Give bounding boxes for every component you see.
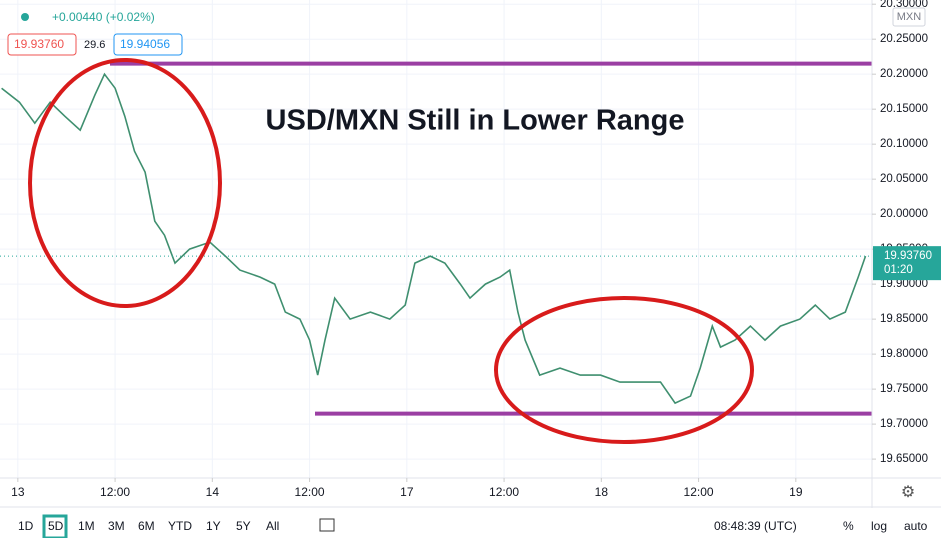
range-active (42, 514, 68, 538)
y-tick-label: 19.80000 (880, 348, 928, 360)
scale-option[interactable]: log (871, 519, 887, 533)
range-button[interactable]: All (266, 519, 279, 533)
y-tick-label: 19.70000 (880, 418, 928, 430)
x-tick-label: 12:00 (489, 485, 519, 499)
y-tick-label: 19.75000 (880, 383, 928, 395)
ask: 19.94056 (120, 37, 170, 51)
clock: 08:48:39 (UTC) (714, 519, 797, 533)
range-button[interactable]: YTD (168, 519, 192, 533)
plot (0, 72, 872, 405)
scale-option[interactable]: auto (904, 519, 928, 533)
range-button[interactable]: 1D (18, 519, 34, 533)
ask-box (113, 33, 183, 56)
range-button[interactable]: 1M (78, 519, 95, 533)
y-tick-label: 20.20000 (880, 68, 928, 80)
status-dot (21, 13, 29, 21)
x-tick-label: 17 (400, 485, 414, 499)
x-tick-label: 13 (11, 485, 25, 499)
highlight-ellipse (28, 58, 222, 308)
toolbar: 1D 5D 1M 3M 6M YTD 1Y 5Y All 08:48:39 (UTC)% log au… (18, 514, 928, 538)
spread: 29.6 (84, 39, 105, 51)
last-price: 19.93760 (884, 250, 932, 262)
y-tick-label: 19.90000 (880, 278, 928, 290)
grid (0, 0, 872, 478)
last-price-box (873, 246, 941, 281)
chart-title: USD/MXN Still in Lower Range (266, 105, 685, 137)
y-tick-label: 20.25000 (880, 33, 928, 45)
x-tick-label: 18 (595, 485, 609, 499)
y-tick-label: 20.15000 (880, 103, 928, 115)
countdown: 01:20 (884, 264, 913, 276)
y-tick-label: 19.65000 (880, 453, 928, 465)
x-tick-label: 19 (789, 485, 803, 499)
currency-badge (892, 7, 926, 27)
y-tick-label: 20.10000 (880, 138, 928, 150)
scale-option[interactable]: % (843, 519, 854, 533)
x-tick-label: 14 (206, 485, 220, 499)
annotations (110, 61, 872, 416)
currency: MXN (897, 11, 922, 23)
bid-box (7, 33, 77, 56)
axes: 20.30000 20.25000 20.20000 20.15000 20.10000… (11, 0, 941, 499)
x-tick-label: 12:00 (684, 485, 714, 499)
x-tick-label: 12:00 (295, 485, 325, 499)
range-button[interactable]: 1Y (206, 519, 221, 533)
x-tick-label: 12:00 (100, 485, 130, 499)
range-button[interactable]: 5D (48, 519, 64, 533)
change: +0.00440 (+0.02%) (52, 10, 155, 24)
y-tick-label: 20.05000 (880, 173, 928, 185)
y-tick-label: 19.85000 (880, 313, 928, 325)
price-line (1, 72, 867, 405)
bid: 19.93760 (14, 37, 64, 51)
range-button[interactable]: 3M (108, 519, 125, 533)
settings-icon[interactable]: ⚙ (901, 484, 915, 501)
range-button[interactable]: 6M (138, 519, 155, 533)
highlight-ellipse (494, 296, 754, 444)
y-tick-label: 20.00000 (880, 208, 928, 220)
range-button[interactable]: 5Y (236, 519, 251, 533)
calendar-icon[interactable] (319, 518, 335, 532)
y-tick-label: 20.30000 (880, 0, 928, 10)
